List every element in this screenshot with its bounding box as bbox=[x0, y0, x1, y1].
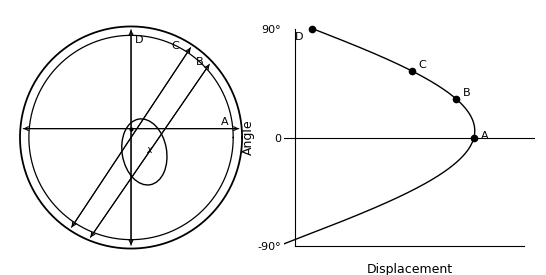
Y-axis label: Angle: Angle bbox=[242, 120, 255, 155]
Text: A: A bbox=[480, 131, 488, 141]
Text: D: D bbox=[134, 35, 143, 45]
Text: C: C bbox=[171, 42, 179, 51]
Text: D: D bbox=[295, 32, 304, 42]
Text: B: B bbox=[196, 57, 204, 67]
X-axis label: Displacement: Displacement bbox=[366, 263, 453, 275]
Text: x: x bbox=[146, 145, 152, 155]
Text: C: C bbox=[418, 60, 426, 70]
Text: B: B bbox=[462, 87, 470, 98]
Text: A: A bbox=[221, 117, 228, 127]
